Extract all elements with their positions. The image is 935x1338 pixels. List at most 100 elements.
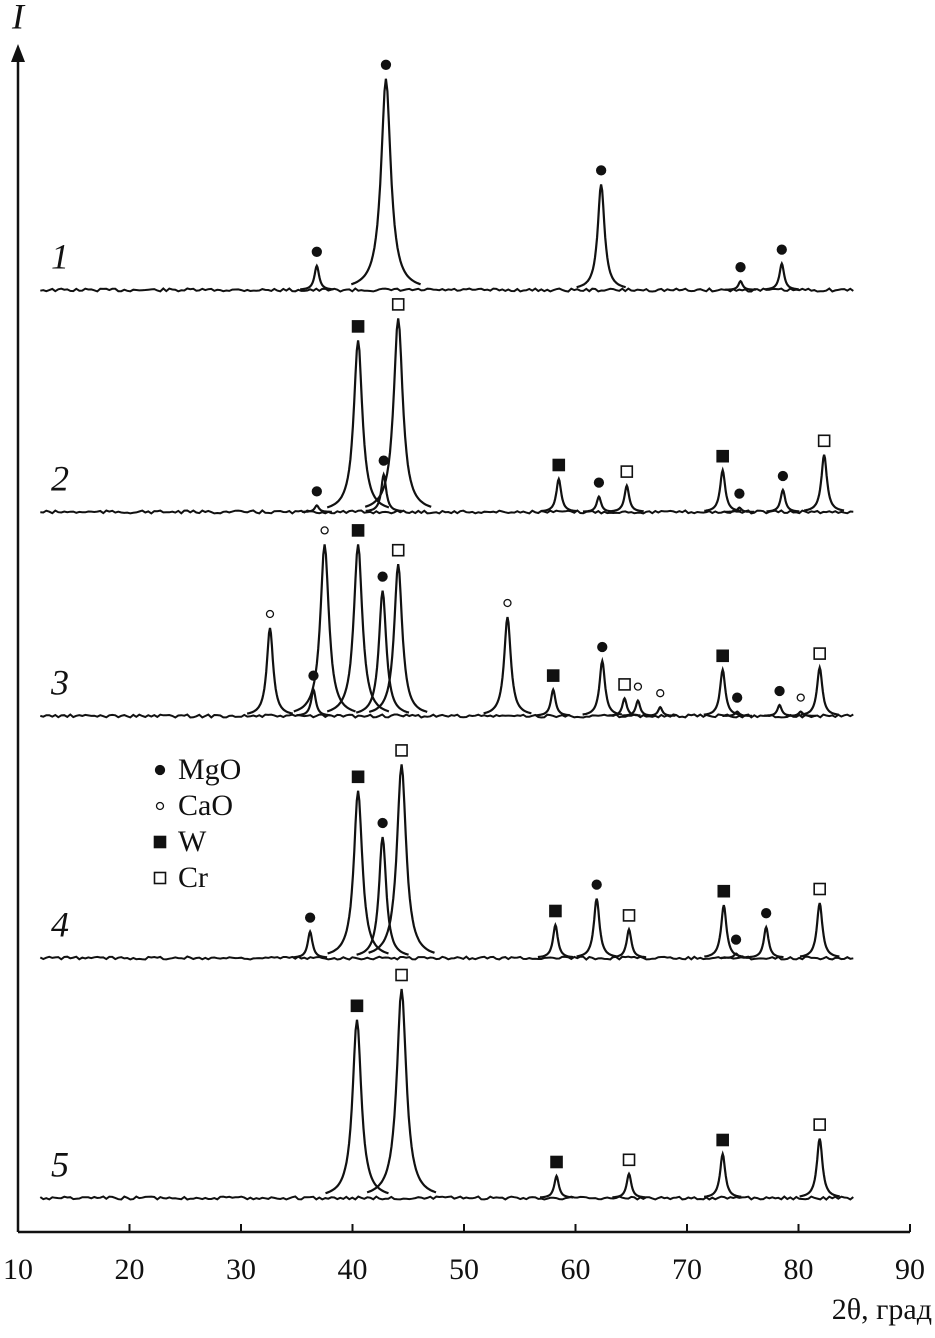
y-axis-label: I [11, 0, 26, 36]
phase-marker [597, 641, 608, 653]
phase-marker [377, 817, 388, 829]
series-label: 1 [51, 236, 69, 276]
peak [785, 710, 816, 717]
phase-marker [734, 488, 745, 499]
peak [724, 506, 755, 513]
phase-marker [549, 904, 562, 918]
peak [608, 696, 641, 717]
baseline [40, 713, 854, 719]
peak [296, 686, 331, 717]
peak [582, 494, 615, 513]
x-tick-label: 70 [672, 1253, 702, 1286]
phase-marker [796, 693, 805, 702]
peak [804, 454, 845, 512]
phase-marker [716, 1133, 729, 1147]
phase-marker [391, 543, 405, 557]
legend-label: Cr [178, 861, 208, 894]
peak [576, 184, 626, 289]
peak [325, 1019, 389, 1195]
peak [725, 279, 756, 291]
baseline [40, 287, 854, 293]
phase-marker [813, 1118, 826, 1131]
phase-marker [622, 1153, 636, 1167]
peak [582, 656, 623, 716]
peak [300, 263, 334, 291]
baseline [39, 1195, 854, 1201]
phase-marker [813, 647, 826, 660]
phase-marker [378, 455, 389, 466]
peak [704, 466, 742, 512]
baseline [40, 509, 854, 515]
phase-marker [380, 59, 392, 70]
peak [301, 504, 332, 513]
phase-marker [595, 165, 607, 176]
phase-marker [633, 682, 643, 691]
x-tick-label: 40 [338, 1253, 368, 1286]
peak [576, 898, 617, 958]
phase-marker [716, 649, 729, 663]
phase-marker [761, 908, 772, 919]
peak [721, 952, 751, 959]
phase-marker [391, 298, 405, 311]
y-axis-arrow [11, 44, 25, 62]
peak [764, 260, 799, 291]
peak [293, 928, 328, 959]
peak [364, 318, 432, 508]
phase-marker [265, 609, 275, 619]
legend-label: MgO [178, 753, 241, 786]
peak [368, 764, 435, 954]
peak [704, 904, 744, 958]
peak [536, 686, 571, 717]
peak [366, 988, 437, 1194]
phase-marker [350, 999, 364, 1013]
phase-marker [735, 262, 746, 273]
phase-marker [503, 598, 512, 608]
legend-marker [153, 835, 167, 849]
phase-marker [776, 244, 787, 255]
phase-marker [817, 434, 831, 448]
phase-marker [351, 770, 365, 784]
legend-marker [155, 801, 165, 811]
phase-marker [351, 320, 365, 333]
peak [800, 663, 839, 716]
peak [355, 590, 410, 714]
x-tick-label: 30 [226, 1253, 256, 1286]
x-tick-label: 60 [561, 1253, 591, 1286]
baseline [39, 955, 854, 961]
phase-marker [320, 526, 329, 535]
series-label: 2 [51, 458, 69, 498]
phase-marker [550, 1155, 563, 1169]
phase-marker [304, 912, 316, 923]
peak [293, 544, 356, 713]
peak [365, 471, 402, 513]
phase-marker [395, 744, 408, 757]
x-tick-label: 10 [3, 1253, 33, 1286]
peak [609, 482, 644, 513]
peak [799, 1138, 840, 1198]
series-label: 3 [50, 662, 69, 702]
phase-marker [717, 884, 731, 898]
legend-label: W [178, 825, 207, 858]
phase-marker [774, 685, 785, 697]
phase-marker [716, 449, 729, 463]
peak [766, 487, 800, 513]
phase-marker [311, 486, 322, 497]
series-label: 5 [51, 1144, 69, 1184]
peak [612, 1171, 646, 1199]
peak [540, 1173, 574, 1199]
peak [246, 627, 294, 715]
peak [611, 926, 647, 959]
peak [350, 78, 421, 286]
peak [368, 564, 428, 713]
peak [644, 705, 676, 717]
peak [483, 616, 532, 715]
legend-marker [154, 764, 166, 776]
x-tick-label: 20 [115, 1253, 145, 1286]
peak [703, 1150, 742, 1198]
peak [799, 902, 840, 958]
peak [722, 710, 752, 717]
peak [356, 836, 409, 956]
x-tick-label: 90 [895, 1253, 925, 1286]
phase-marker [620, 465, 634, 478]
